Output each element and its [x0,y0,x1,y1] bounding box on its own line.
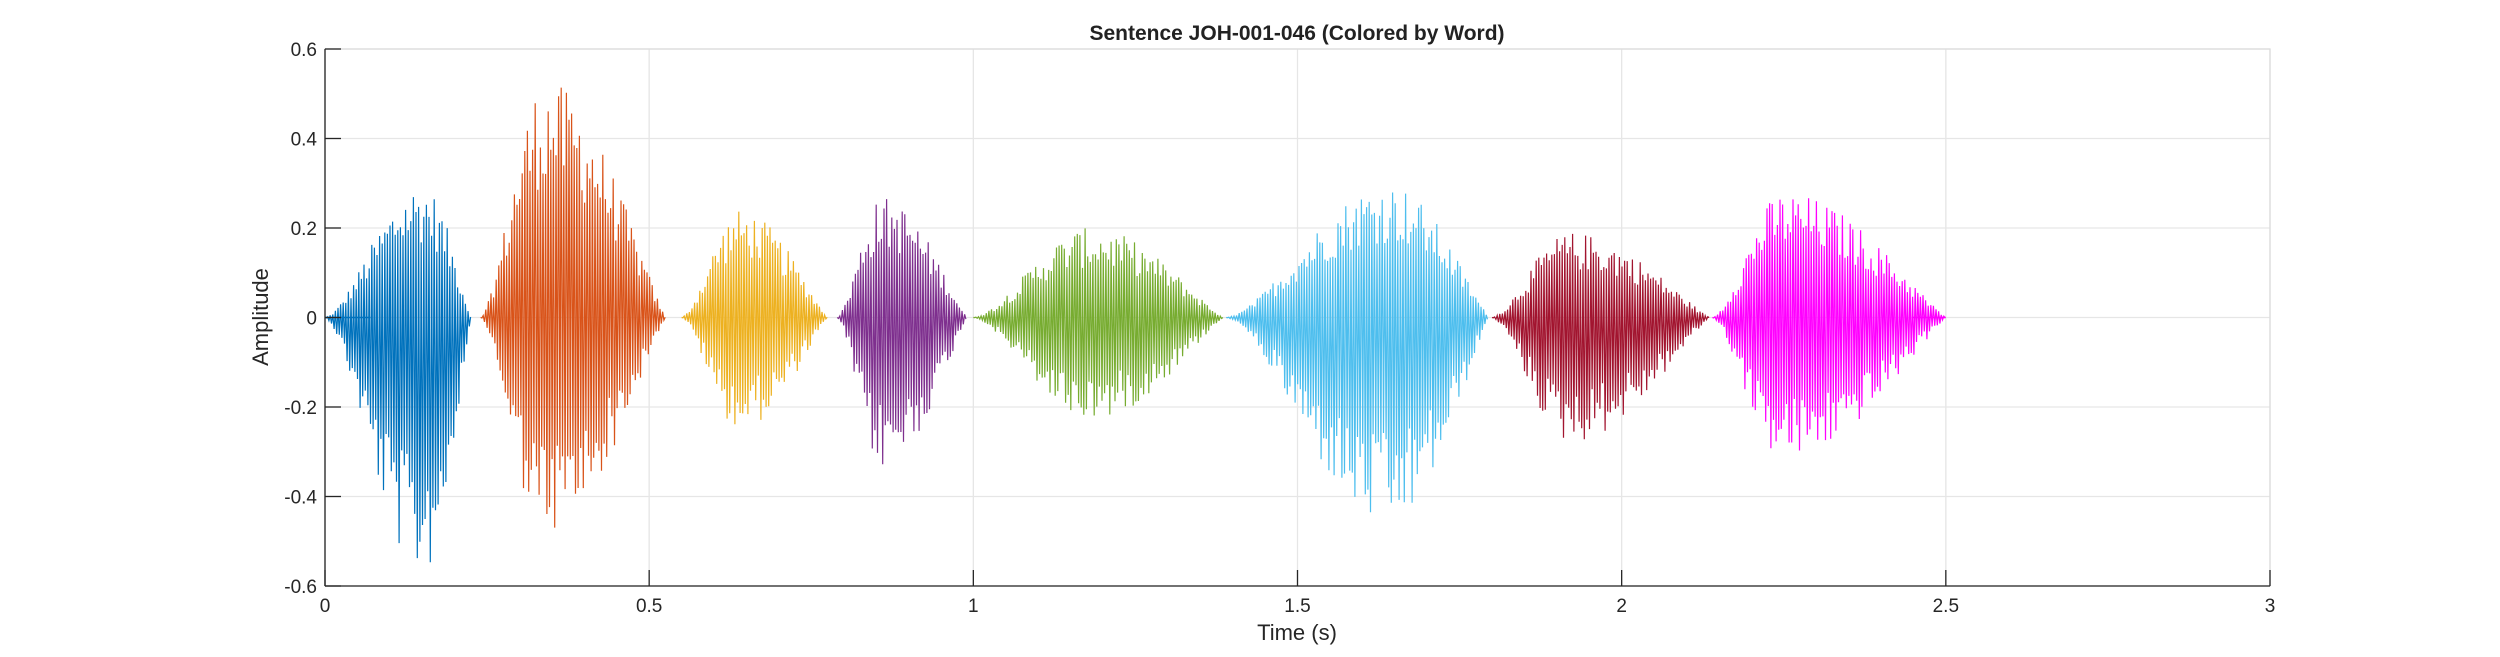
word-waveform-3 [681,211,828,425]
y-tick-label-2: 0.2 [291,219,317,240]
y-tick-label-3: 0 [306,309,317,330]
word-waveform-5 [973,228,1224,416]
x-tick-label-0: 0 [320,596,331,617]
x-tick-label-6: 3 [2265,596,2276,617]
y-axis-label: Amplitude [248,268,273,366]
axes [324,48,2271,587]
x-tick-label-1: 0.5 [636,596,662,617]
y-tick-label-1: 0.4 [291,130,318,151]
word-waveform-6 [1226,192,1489,513]
x-tick-label-2: 1 [968,596,979,617]
chart-title: Sentence JOH-001-046 (Colored by Word) [1089,22,1504,45]
word-waveform-2 [480,87,666,528]
word-waveform-1 [324,197,472,563]
y-tick-label-4: -0.2 [284,398,317,419]
tick-labels: 0 0.5 1 1.5 2 2.5 3 0.6 0.4 0.2 0 -0.2 -0.4 -0.6 [284,40,2275,617]
word-waveform-7 [1491,233,1710,440]
x-tick-label-5: 2.5 [1933,596,1959,617]
x-axis-label: Time (s) [1257,620,1337,645]
x-tick-label-4: 2 [1616,596,1627,617]
y-tick-label-5: -0.4 [284,488,317,509]
y-tick-label-0: 0.6 [291,40,317,61]
word-waveform-4 [836,199,967,465]
waveform-series [324,87,1946,563]
y-tick-label-6: -0.6 [284,577,317,598]
x-tick-label-3: 1.5 [1284,596,1310,617]
word-waveform-8 [1712,198,1946,451]
